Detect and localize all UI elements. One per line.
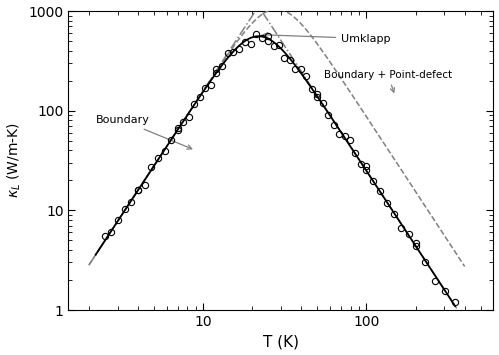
Text: Boundary: Boundary (96, 115, 192, 149)
X-axis label: T (K): T (K) (263, 334, 299, 349)
Text: Umklapp: Umklapp (263, 33, 391, 44)
Y-axis label: $\kappa_L$ (W/m-K): $\kappa_L$ (W/m-K) (5, 123, 23, 198)
Text: Boundary + Point-defect: Boundary + Point-defect (324, 70, 452, 92)
